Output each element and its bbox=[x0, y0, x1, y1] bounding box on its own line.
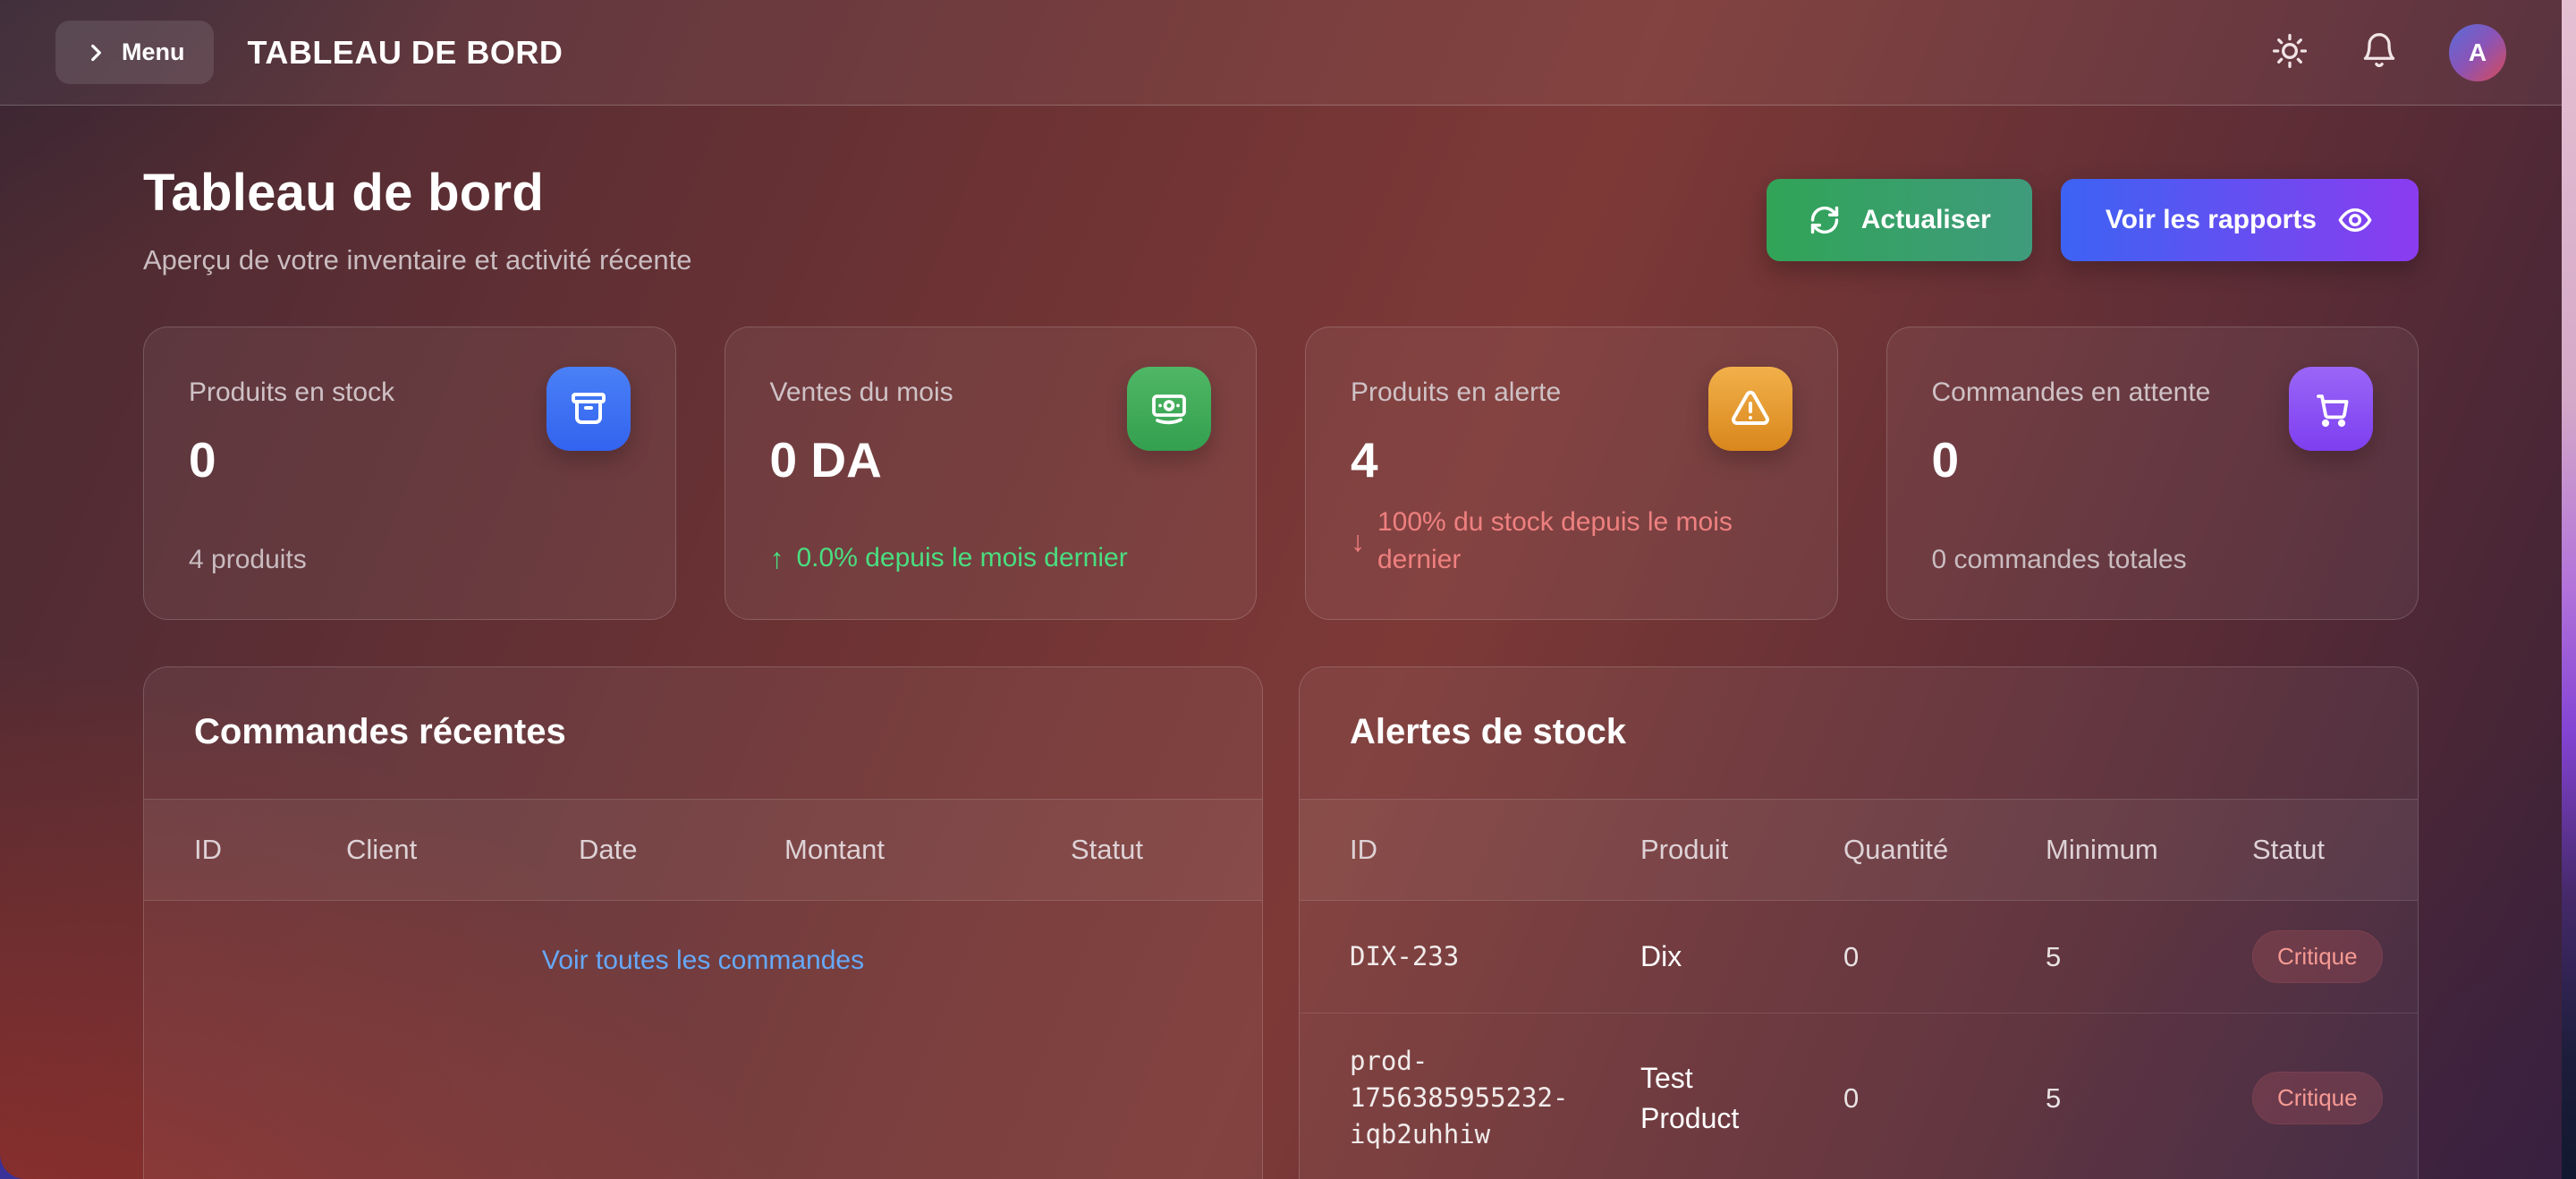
column-header-date: Date bbox=[579, 834, 638, 865]
stat-cards: Produits en stock 0 4 produits Ventes du… bbox=[143, 327, 2419, 620]
status-badge: Critique bbox=[2252, 1072, 2383, 1125]
column-header-quantite: Quantité bbox=[1843, 834, 1949, 865]
column-header-statut: Statut bbox=[1071, 834, 1143, 865]
avatar-initial: A bbox=[2468, 38, 2487, 66]
chevron-right-icon bbox=[84, 41, 107, 64]
stat-subtext: 4 produits bbox=[189, 544, 307, 574]
view-all-orders-row: Voir toutes les commandes bbox=[144, 901, 1262, 1021]
stat-label: Commandes en attente bbox=[1931, 377, 2211, 407]
user-avatar[interactable]: A bbox=[2449, 23, 2506, 81]
alert-quantity: 0 bbox=[1843, 1081, 1860, 1114]
alert-product: Dix bbox=[1640, 940, 1682, 973]
recent-orders-title: Commandes récentes bbox=[194, 712, 566, 751]
alert-quantity: 0 bbox=[1843, 940, 1860, 972]
column-header-minimum: Minimum bbox=[2046, 834, 2158, 865]
page-header: Tableau de bord Aperçu de votre inventai… bbox=[143, 163, 2419, 276]
main-content: Tableau de bord Aperçu de votre inventai… bbox=[0, 163, 2562, 1179]
stat-value: 0 DA bbox=[769, 432, 882, 488]
table-row: DIX-233 Dix 0 5 Critique bbox=[1300, 901, 2418, 1014]
status-badge: Critique bbox=[2252, 930, 2383, 983]
menu-button-label: Menu bbox=[122, 38, 185, 65]
stat-label: Ventes du mois bbox=[769, 377, 953, 407]
stat-value: 0 bbox=[189, 432, 216, 488]
recent-orders-panel: Commandes récentes ID Client Date Montan… bbox=[143, 666, 1263, 1179]
stat-card-monthly-sales: Ventes du mois 0 DA ↑ 0.0% depuis le moi… bbox=[724, 327, 1257, 620]
page-title: Tableau de bord bbox=[143, 164, 545, 222]
warning-triangle-icon bbox=[1707, 367, 1792, 451]
eye-icon bbox=[2336, 201, 2374, 239]
column-header-id: ID bbox=[194, 834, 222, 865]
stat-trend-down: ↓ 100% du stock depuis le mois dernier bbox=[1351, 507, 1733, 574]
stat-card-pending-orders: Commandes en attente 0 0 commandes total… bbox=[1885, 327, 2419, 620]
refresh-button[interactable]: Actualiser bbox=[1766, 178, 2032, 261]
stat-card-products-in-stock: Produits en stock 0 4 produits bbox=[143, 327, 676, 620]
stat-card-products-alert: Produits en alerte 4 ↓ 100% du stock dep… bbox=[1305, 327, 1838, 620]
stock-alerts-header-row: ID Produit Quantité Minimum Statut bbox=[1300, 799, 2418, 901]
column-header-client: Client bbox=[346, 834, 418, 865]
stat-subtext: 0 commandes totales bbox=[1931, 544, 2187, 574]
stat-label: Produits en stock bbox=[189, 377, 395, 407]
alert-id: DIX-233 bbox=[1350, 940, 1460, 971]
view-reports-label: Voir les rapports bbox=[2105, 204, 2317, 234]
stock-alerts-title: Alertes de stock bbox=[1350, 712, 1627, 751]
bottom-panels: Commandes récentes ID Client Date Montan… bbox=[143, 666, 2419, 1179]
alert-product: Test Product bbox=[1640, 1061, 1740, 1134]
recent-orders-header-row: ID Client Date Montant Statut bbox=[144, 799, 1262, 901]
column-header-id: ID bbox=[1350, 834, 1377, 865]
archive-box-icon bbox=[546, 367, 631, 451]
banknote-icon bbox=[1127, 367, 1211, 451]
scrollbar[interactable] bbox=[2562, 0, 2576, 1179]
topbar-actions: A bbox=[2270, 23, 2506, 81]
alert-minimum: 5 bbox=[2046, 1081, 2062, 1114]
refresh-icon bbox=[1808, 203, 1842, 237]
page-subtitle: Aperçu de votre inventaire et activité r… bbox=[143, 244, 692, 276]
theme-toggle-button[interactable] bbox=[2270, 31, 2309, 73]
view-all-orders-link[interactable]: Voir toutes les commandes bbox=[541, 946, 865, 975]
stat-value: 4 bbox=[1351, 432, 1378, 488]
stat-value: 0 bbox=[1931, 432, 1960, 488]
alert-id: prod-1756385955232-iqb2uhhiw bbox=[1350, 1046, 1569, 1150]
refresh-button-label: Actualiser bbox=[1860, 204, 1991, 234]
sun-icon bbox=[2270, 31, 2309, 73]
stat-label: Produits en alerte bbox=[1351, 377, 1562, 407]
bell-icon bbox=[2360, 31, 2399, 73]
app-title: TABLEAU DE BORD bbox=[247, 33, 564, 71]
alert-minimum: 5 bbox=[2046, 940, 2062, 972]
table-row: prod-1756385955232-iqb2uhhiw Test Produc… bbox=[1300, 1014, 2418, 1179]
view-reports-button[interactable]: Voir les rapports bbox=[2060, 178, 2419, 261]
topbar: Menu TABLEAU DE BORD A bbox=[0, 0, 2562, 106]
stat-trend-up: ↑ 0.0% depuis le mois dernier bbox=[770, 539, 1212, 578]
arrow-up-icon: ↑ bbox=[769, 541, 784, 574]
page-header-text: Tableau de bord Aperçu de votre inventai… bbox=[143, 163, 691, 276]
menu-button[interactable]: Menu bbox=[55, 21, 214, 84]
stock-alerts-panel: Alertes de stock ID Produit Quantité Min… bbox=[1299, 666, 2419, 1179]
shopping-cart-icon bbox=[2289, 367, 2373, 451]
notifications-button[interactable] bbox=[2360, 31, 2399, 73]
column-header-produit: Produit bbox=[1640, 834, 1729, 865]
column-header-statut: Statut bbox=[2252, 834, 2325, 865]
page-actions: Actualiser Voir les rapports bbox=[1766, 178, 2419, 261]
arrow-down-icon: ↓ bbox=[1351, 524, 1365, 557]
column-header-montant: Montant bbox=[784, 834, 886, 865]
